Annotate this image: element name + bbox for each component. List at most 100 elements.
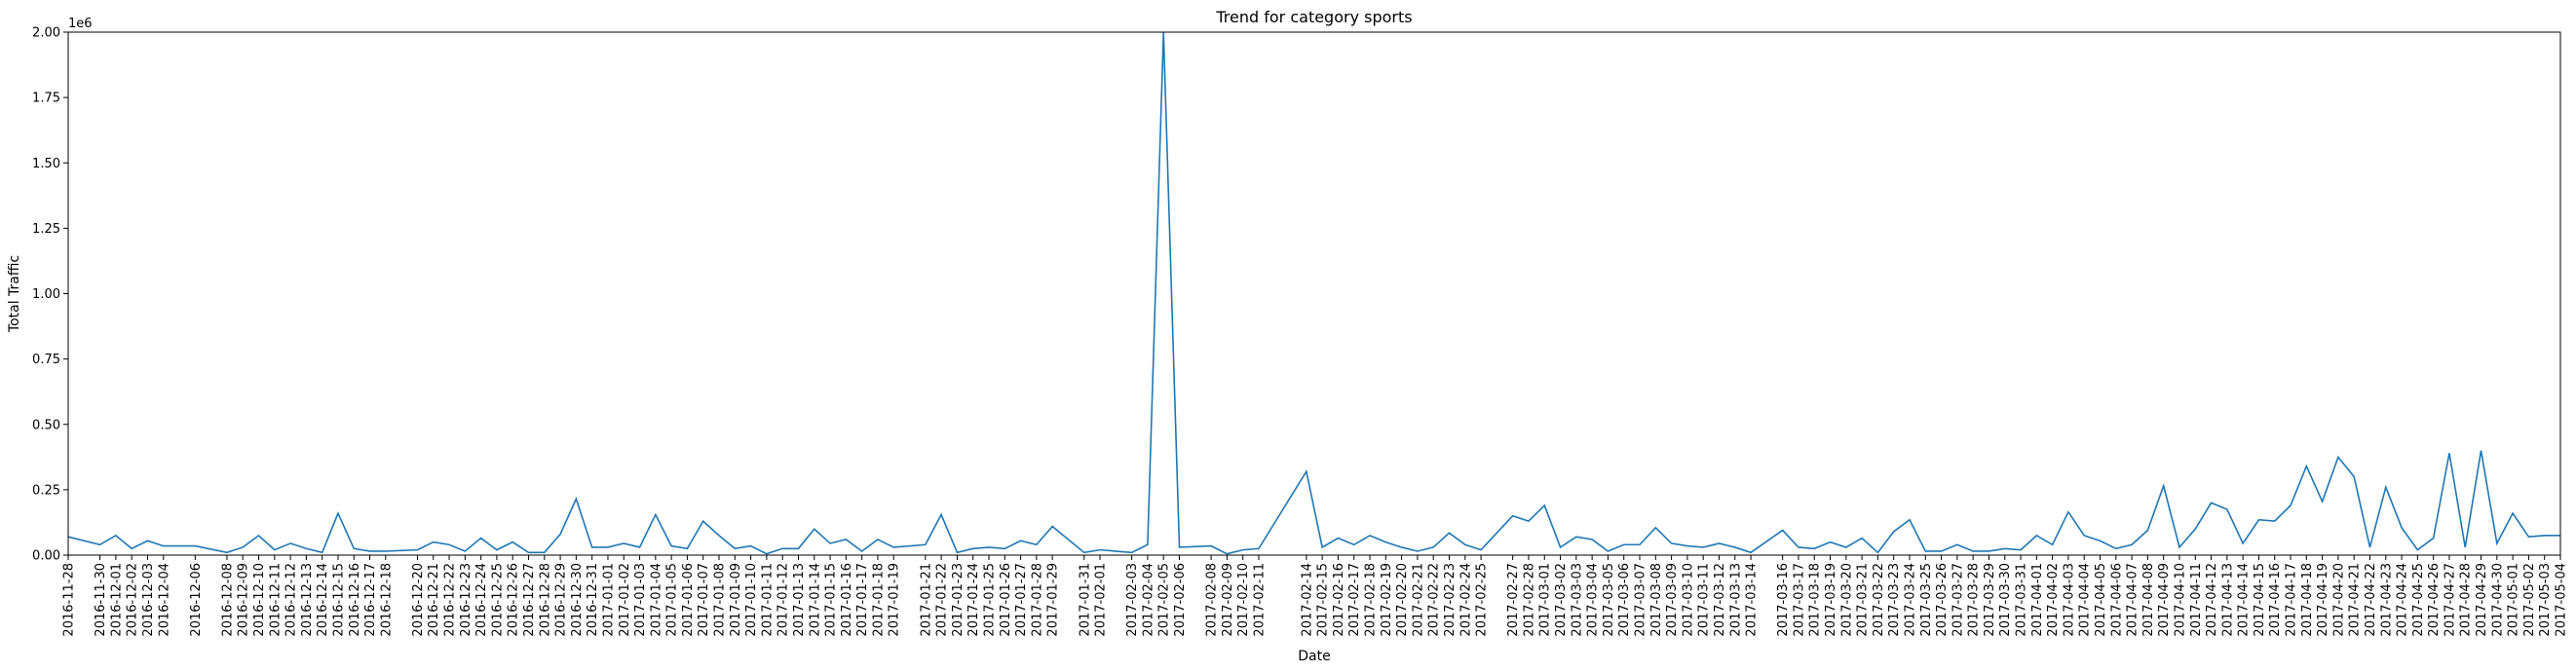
x-tick-label: 2017-03-03	[1570, 563, 1584, 637]
x-tick-label: 2017-03-01	[1538, 563, 1553, 637]
x-tick-label: 2017-02-04	[1141, 563, 1155, 637]
x-tick-label: 2017-04-22	[2364, 563, 2378, 637]
x-tick-label: 2017-02-27	[1506, 563, 1521, 637]
x-tick-label: 2017-04-21	[2348, 563, 2363, 637]
x-tick-label: 2016-12-08	[220, 563, 235, 637]
x-tick-label: 2017-01-12	[777, 563, 791, 637]
y-axis-title: Total Traffic	[7, 255, 22, 333]
x-tick-label: 2016-12-15	[331, 563, 346, 637]
x-tick-label: 2017-01-05	[665, 563, 680, 637]
y-tick-label: 2.00	[32, 26, 60, 41]
x-tick-label: 2017-01-21	[919, 563, 933, 637]
x-tick-label: 2017-02-03	[1125, 563, 1140, 637]
x-tick-label: 2017-01-14	[808, 563, 822, 637]
x-tick-label: 2017-02-08	[1205, 563, 1220, 637]
x-tick-label: 2016-12-04	[157, 563, 171, 637]
x-tick-label: 2017-01-24	[966, 563, 981, 637]
x-tick-label: 2016-12-31	[586, 563, 600, 637]
x-tick-label: 2017-01-26	[999, 563, 1013, 637]
x-tick-label: 2017-04-18	[2300, 563, 2315, 637]
x-tick-label: 2017-04-26	[2427, 563, 2442, 637]
x-tick-label: 2017-01-17	[855, 563, 870, 637]
x-tick-label: 2017-01-19	[888, 563, 902, 637]
x-tick-label: 2017-04-09	[2157, 563, 2172, 637]
x-tick-label: 2017-03-17	[1792, 563, 1806, 637]
x-tick-label: 2017-05-02	[2522, 563, 2537, 637]
x-tick-label: 2017-03-16	[1776, 563, 1791, 637]
x-tick-label: 2017-04-03	[2062, 563, 2076, 637]
x-tick-label: 2017-02-18	[1364, 563, 1379, 637]
x-tick-label: 2017-01-09	[729, 563, 743, 637]
x-tick-label: 2017-04-16	[2268, 563, 2283, 637]
x-tick-label: 2016-12-13	[300, 563, 315, 637]
y-tick-label: 1.75	[32, 92, 60, 106]
x-tick-label: 2017-04-01	[2030, 563, 2045, 637]
x-tick-label: 2017-01-01	[601, 563, 616, 637]
x-tick-label: 2017-01-04	[649, 563, 663, 637]
x-tick-label: 2017-04-14	[2237, 563, 2252, 637]
x-tick-label: 2017-02-05	[1157, 563, 1172, 637]
x-tick-label: 2017-01-07	[697, 563, 711, 637]
x-tick-label: 2017-02-24	[1458, 563, 1473, 637]
y-tick-label: 0.75	[32, 353, 60, 367]
x-tick-label: 2017-03-11	[1697, 563, 1712, 637]
x-tick-label: 2017-04-13	[2220, 563, 2235, 637]
x-tick-label: 2017-03-06	[1617, 563, 1632, 637]
x-tick-label: 2017-01-06	[681, 563, 696, 637]
x-tick-label: 2017-01-03	[633, 563, 648, 637]
x-tick-label: 2016-11-28	[62, 563, 77, 637]
x-axis-ticks: 2016-11-28 2016-11-30 2016-12-01 2016-12-02…	[62, 555, 2569, 637]
x-tick-label: 2017-04-17	[2285, 563, 2299, 637]
x-tick-label: 2017-03-13	[1728, 563, 1743, 637]
x-tick-label: 2017-03-04	[1586, 563, 1601, 637]
x-tick-label: 2017-03-25	[1919, 563, 1934, 637]
x-tick-label: 2017-01-16	[840, 563, 854, 637]
x-tick-label: 2017-04-12	[2205, 563, 2219, 637]
series-line	[67, 31, 2560, 555]
y-tick-label: 0.25	[32, 483, 60, 498]
x-tick-label: 2017-02-15	[1316, 563, 1331, 637]
x-tick-label: 2017-04-27	[2443, 563, 2457, 637]
x-tick-label: 2017-01-15	[824, 563, 839, 637]
x-tick-label: 2017-04-29	[2475, 563, 2489, 637]
x-tick-label: 2016-12-28	[538, 563, 552, 637]
x-tick-label: 2017-05-04	[2555, 563, 2569, 637]
y-axis-offset-label: 1e6	[68, 17, 93, 31]
x-tick-label: 2017-02-09	[1221, 563, 1235, 637]
x-tick-label: 2017-04-25	[2411, 563, 2426, 637]
x-tick-label: 2017-02-01	[1094, 563, 1109, 637]
x-tick-label: 2016-12-18	[379, 563, 394, 637]
x-tick-label: 2017-01-31	[1078, 563, 1092, 637]
x-tick-label: 2017-01-25	[982, 563, 997, 637]
x-tick-label: 2017-01-18	[871, 563, 886, 637]
x-axis-title: Date	[1298, 649, 1330, 664]
x-tick-label: 2017-03-24	[1903, 563, 1917, 637]
x-tick-label: 2017-02-28	[1522, 563, 1536, 637]
x-tick-label: 2017-01-08	[713, 563, 728, 637]
x-tick-label: 2017-03-12	[1713, 563, 1727, 637]
x-tick-label: 2017-04-06	[2109, 563, 2124, 637]
x-tick-label: 2017-03-22	[1872, 563, 1886, 637]
chart-title: Trend for category sports	[1215, 8, 1412, 26]
x-tick-label: 2017-04-08	[2141, 563, 2156, 637]
x-tick-label: 2017-03-07	[1634, 563, 1648, 637]
x-tick-label: 2016-12-16	[348, 563, 362, 637]
x-tick-label: 2017-03-09	[1665, 563, 1680, 637]
x-tick-label: 2017-02-10	[1236, 563, 1251, 637]
x-tick-label: 2017-02-19	[1380, 563, 1394, 637]
y-tick-label: 0.00	[32, 549, 60, 564]
x-tick-label: 2017-04-02	[2046, 563, 2061, 637]
x-tick-label: 2017-04-23	[2379, 563, 2394, 637]
x-tick-label: 2017-04-05	[2094, 563, 2108, 637]
x-tick-label: 2016-12-29	[554, 563, 569, 637]
x-tick-label: 2017-04-28	[2459, 563, 2474, 637]
x-tick-label: 2017-03-05	[1602, 563, 1616, 637]
x-tick-label: 2017-02-11	[1252, 563, 1267, 637]
x-tick-label: 2016-12-10	[252, 563, 267, 637]
x-tick-label: 2017-02-23	[1443, 563, 1458, 637]
x-tick-label: 2016-12-21	[427, 563, 441, 637]
x-tick-label: 2016-12-24	[474, 563, 489, 637]
x-tick-label: 2017-01-28	[1030, 563, 1044, 637]
y-tick-label: 1.00	[32, 287, 60, 302]
